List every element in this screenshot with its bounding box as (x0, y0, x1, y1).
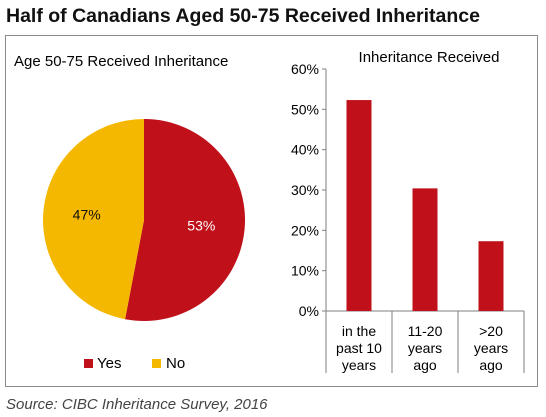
chart-panel (5, 35, 538, 387)
bar-2 (412, 188, 438, 311)
pie-slice-no (43, 119, 144, 320)
y-tick-label: 0% (299, 303, 319, 319)
x-tick-label: 11-20 years ago (408, 323, 443, 373)
pie-legend: Yes No (84, 355, 185, 372)
x-tick-label: >20 years ago (474, 323, 508, 373)
legend-swatch-no (152, 359, 161, 368)
bar-chart-title: Inheritance Received (359, 49, 500, 66)
bar-1 (346, 100, 372, 311)
x-tick-label: in the past 10 years (336, 323, 382, 373)
bar-chart: Inheritance Received 0% 10% 20% 30% 40% 50% 60… (291, 49, 525, 373)
y-tick-label: 10% (291, 263, 319, 279)
chart-title: Half of Canadians Aged 50-75 Received In… (6, 5, 480, 27)
pie-chart: Age 50-75 Received Inheritance 53% 47% Ye… (14, 53, 246, 372)
bar-3 (478, 241, 504, 311)
y-tick-label: 20% (291, 222, 319, 238)
y-tick-label: 60% (291, 61, 319, 77)
bar-bars (346, 100, 504, 311)
y-tick-label: 50% (291, 101, 319, 117)
legend-swatch-yes (84, 359, 93, 368)
pie-labels: 53% 47% (73, 207, 216, 234)
pie-slice-yes (125, 119, 246, 322)
y-tick-label: 40% (291, 142, 319, 158)
legend-label-yes: Yes (97, 355, 121, 372)
legend-label-no: No (166, 355, 185, 372)
pie-data-label-yes: 53% (187, 217, 215, 233)
pie-chart-title: Age 50-75 Received Inheritance (14, 53, 228, 70)
pie-data-label-no: 47% (73, 207, 101, 223)
y-tick-label: 30% (291, 182, 319, 198)
source-note: Source: CIBC Inheritance Survey, 2016 (6, 396, 268, 413)
bar-axes: 0% 10% 20% 30% 40% 50% 60% in the past 10 years 11… (291, 61, 525, 373)
pie-slices (43, 119, 246, 322)
